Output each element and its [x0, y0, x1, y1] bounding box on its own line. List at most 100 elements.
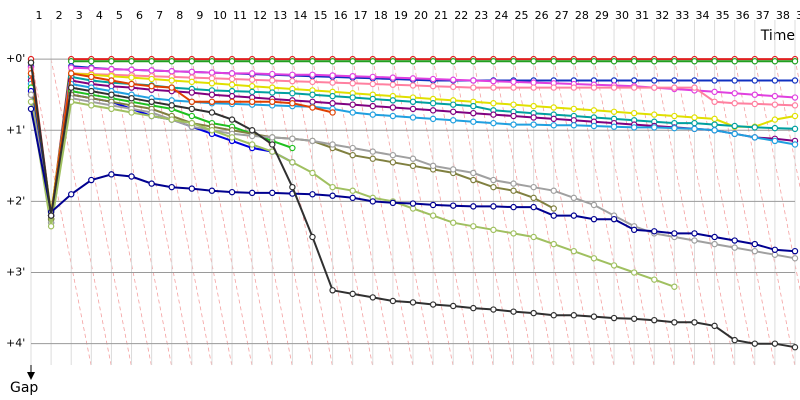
data-point	[691, 84, 698, 91]
data-point	[530, 114, 537, 121]
lap-diagonal	[30, 59, 92, 366]
data-point	[269, 141, 276, 148]
x-axis-label: Time	[760, 28, 795, 44]
data-point	[791, 344, 799, 351]
data-point	[530, 58, 537, 65]
data-point	[751, 124, 758, 131]
data-point	[68, 70, 75, 77]
data-point	[269, 189, 276, 197]
data-point	[771, 58, 779, 65]
data-point	[470, 304, 477, 312]
data-point	[590, 58, 598, 65]
data-point	[731, 336, 738, 344]
data-point	[630, 109, 638, 117]
data-point	[470, 176, 477, 184]
data-point	[691, 237, 698, 244]
data-point	[510, 101, 517, 108]
data-point	[510, 308, 517, 315]
lap-diagonal	[50, 59, 112, 366]
data-point	[630, 315, 638, 322]
data-point	[248, 127, 256, 134]
data-point	[68, 84, 75, 91]
data-point	[248, 76, 256, 83]
data-point	[289, 71, 296, 78]
data-point	[269, 89, 276, 96]
lap-diagonal	[734, 59, 796, 366]
x-tick-label: 17	[354, 9, 368, 22]
lap-diagonal	[171, 59, 233, 366]
data-point	[570, 312, 578, 319]
data-point	[570, 58, 578, 65]
data-point	[510, 230, 517, 237]
data-point	[751, 58, 758, 65]
data-point	[590, 84, 598, 91]
data-point	[691, 319, 698, 326]
data-point	[228, 81, 236, 88]
data-point	[470, 102, 477, 110]
data-point	[389, 81, 397, 88]
data-point	[751, 91, 758, 98]
x-tick-label: 10	[213, 9, 227, 22]
data-point	[771, 246, 779, 253]
data-point	[409, 98, 417, 106]
data-point	[27, 59, 35, 66]
data-point	[510, 203, 517, 211]
data-point	[369, 95, 376, 103]
data-point	[731, 244, 738, 251]
data-point	[208, 80, 216, 87]
data-point	[108, 91, 115, 98]
data-point	[791, 94, 799, 101]
data-point	[510, 58, 517, 65]
data-point	[389, 151, 397, 159]
data-point	[228, 58, 236, 65]
data-point	[228, 134, 236, 141]
lap-diagonal	[694, 59, 755, 366]
data-point	[188, 89, 196, 96]
data-point	[530, 233, 537, 241]
data-point	[168, 84, 175, 91]
data-point	[490, 203, 497, 210]
data-point	[751, 100, 758, 108]
data-point	[791, 77, 799, 84]
data-point	[269, 77, 276, 84]
data-point	[349, 58, 356, 65]
data-point	[108, 105, 115, 113]
data-point	[510, 84, 517, 91]
x-tick-label: 21	[434, 9, 448, 22]
data-point	[269, 58, 276, 65]
data-point	[248, 58, 256, 65]
data-point	[349, 144, 356, 152]
data-point	[630, 226, 638, 234]
data-point	[490, 176, 497, 184]
lap-diagonal	[151, 59, 213, 366]
lap-diagonal	[533, 59, 595, 366]
data-point	[88, 87, 95, 95]
data-point	[208, 109, 216, 116]
lap-diagonal	[251, 59, 313, 366]
data-point	[409, 162, 417, 170]
data-point	[691, 119, 698, 127]
data-point	[289, 77, 296, 85]
data-point	[671, 112, 678, 120]
data-point	[108, 65, 115, 73]
x-tick-label: 25	[515, 9, 529, 22]
data-point	[490, 77, 497, 85]
data-point	[27, 105, 35, 113]
data-point	[128, 95, 135, 102]
data-point	[329, 183, 336, 191]
data-point	[590, 107, 598, 114]
data-point	[128, 58, 135, 65]
data-point	[510, 187, 517, 194]
data-point	[490, 183, 497, 191]
data-point	[349, 290, 356, 298]
data-point	[450, 166, 457, 173]
data-point	[630, 124, 638, 131]
data-point	[671, 230, 678, 237]
data-point	[771, 77, 779, 84]
data-point	[349, 80, 356, 87]
data-point	[550, 84, 557, 91]
lap-diagonal	[352, 59, 414, 366]
data-point	[409, 105, 417, 113]
data-point	[289, 183, 296, 191]
data-point	[490, 58, 497, 65]
